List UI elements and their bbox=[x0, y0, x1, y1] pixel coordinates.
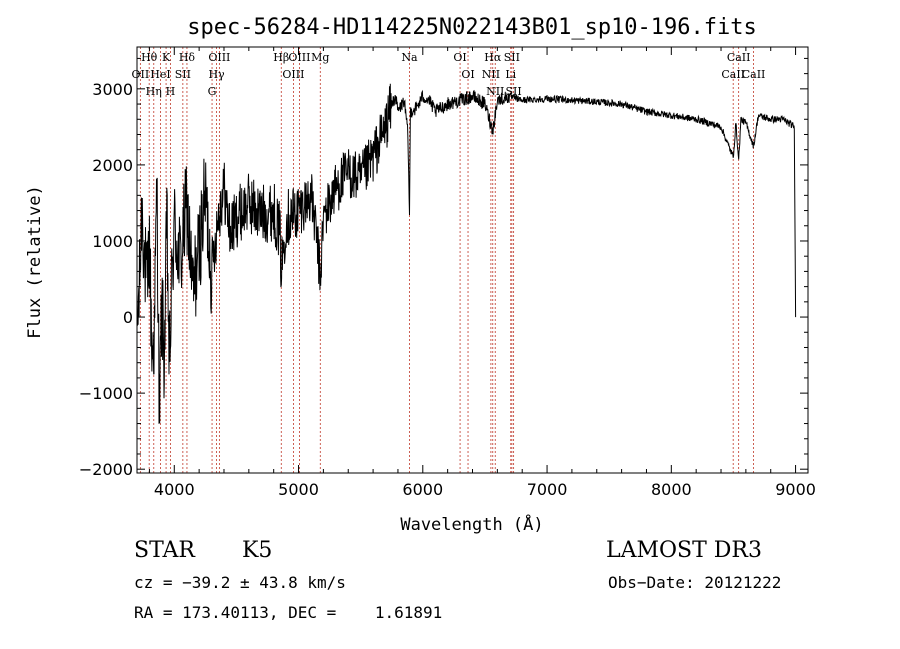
observation-date: Obs−Date: 20121222 bbox=[608, 573, 782, 592]
spectral-line-label: NII bbox=[482, 68, 500, 81]
spectral-line-label: Li bbox=[505, 68, 516, 81]
chart-title: spec-56284-HD114225N022143B01_sp10-196.f… bbox=[187, 15, 757, 40]
spectral-line-label: SII bbox=[175, 68, 191, 81]
spectral-line-label: OI bbox=[453, 51, 466, 64]
spectral-line-label: Hθ bbox=[141, 51, 158, 64]
spectral-line-label: OIII bbox=[282, 68, 304, 81]
y-tick-label: −2000 bbox=[79, 460, 133, 479]
spectral-line-label: SII bbox=[506, 85, 522, 98]
spectral-line-label: Hγ bbox=[208, 68, 225, 81]
x-tick-label: 8000 bbox=[651, 480, 692, 499]
y-tick-label: 3000 bbox=[92, 80, 133, 99]
spectral-line-label: CaII bbox=[727, 51, 751, 64]
y-tick-label: −1000 bbox=[79, 384, 133, 403]
y-tick-label: 2000 bbox=[92, 156, 133, 175]
spectral-line-label: G bbox=[208, 85, 217, 98]
x-tick-label: 4000 bbox=[154, 480, 195, 499]
plot-frame bbox=[136, 46, 809, 474]
spectral-line-label: NII bbox=[486, 85, 504, 98]
spectral-line-label: CaII bbox=[742, 68, 766, 81]
spectral-line-label: SII bbox=[504, 51, 520, 64]
spectral-line-label: Mg bbox=[311, 51, 329, 64]
spectral-line-label: OI bbox=[461, 68, 474, 81]
x-tick-label: 5000 bbox=[278, 480, 319, 499]
object-subclass: K5 bbox=[242, 538, 273, 563]
y-tick-label: 0 bbox=[123, 308, 133, 327]
spectral-line-label: OIII bbox=[288, 51, 310, 64]
survey-name: LAMOST DR3 bbox=[606, 538, 762, 563]
axes-layer: 4000 5000 6000 7000 8000 9000 −2000 −1000 0 1000 2… bbox=[79, 47, 816, 499]
spectral-line-label: H bbox=[166, 85, 176, 98]
spectral-line-label: OIII bbox=[208, 51, 230, 64]
spectral-line-label: Hδ bbox=[179, 51, 196, 64]
x-axis-label: Wavelength (Å) bbox=[400, 513, 543, 535]
x-tick-label: 9000 bbox=[775, 480, 816, 499]
spectral-line-label: K bbox=[162, 51, 171, 64]
x-tick-label: 7000 bbox=[527, 480, 568, 499]
y-axis-label: Flux (relative) bbox=[25, 185, 45, 339]
series-layer bbox=[137, 83, 797, 424]
series-line-flux bbox=[137, 83, 797, 424]
spectral-line-label: HeI bbox=[150, 68, 170, 81]
spectral-line-label: Na bbox=[401, 51, 418, 64]
spectral-line-label: Hα bbox=[484, 51, 502, 64]
spectral-line-label: Hη bbox=[146, 85, 162, 98]
spectral-line-label: CaII bbox=[721, 68, 745, 81]
object-class: STAR bbox=[134, 538, 195, 563]
ra-dec: RA = 173.40113, DEC = 1.61891 bbox=[134, 603, 443, 622]
x-tick-label: 6000 bbox=[402, 480, 443, 499]
y-tick-label: 1000 bbox=[92, 232, 133, 251]
spectral-line-label: OII bbox=[131, 68, 149, 81]
redshift-cz: cz = −39.2 ± 43.8 km/s bbox=[134, 573, 346, 592]
spectral-line-label: Hβ bbox=[273, 51, 289, 64]
